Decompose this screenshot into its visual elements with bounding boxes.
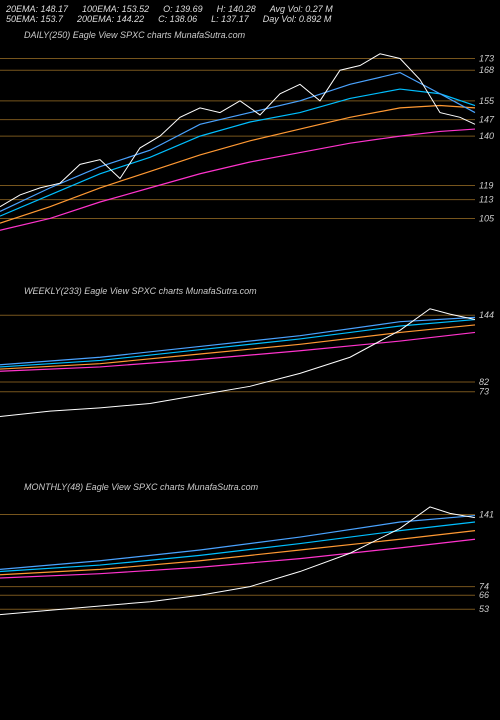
stat-value: 139.69	[175, 4, 203, 14]
y-axis-label: 141	[479, 509, 494, 519]
y-axis-label: 53	[479, 604, 489, 614]
header-stats: 20EMA: 148.17 100EMA: 153.52 O: 139.69 H: 1…	[0, 0, 500, 26]
series-ema20	[0, 73, 475, 212]
stat-item: O: 139.69	[163, 4, 203, 14]
series-price	[0, 507, 475, 615]
y-axis-label: 113	[479, 195, 493, 205]
stat-item: 20EMA: 148.17	[6, 4, 68, 14]
stat-item: 200EMA: 144.22	[77, 14, 144, 24]
stat-item: Day Vol: 0.892 M	[263, 14, 332, 24]
y-axis-label: 73	[479, 387, 489, 397]
stat-label: 50EMA:	[6, 14, 41, 24]
y-axis-label: 147	[479, 115, 495, 125]
stat-label: 100EMA:	[82, 4, 122, 14]
weekly-panel-title: WEEKLY(233) Eagle View SPXC charts Munaf…	[0, 282, 500, 298]
stat-label: 200EMA:	[77, 14, 117, 24]
stat-value: 137.17	[221, 14, 249, 24]
stat-label: O:	[163, 4, 175, 14]
y-axis-label: 140	[479, 131, 494, 141]
stat-label: Day Vol:	[263, 14, 299, 24]
series-ema20	[0, 516, 475, 570]
y-axis-label: 173	[479, 53, 494, 63]
stat-item: 50EMA: 153.7	[6, 14, 63, 24]
y-axis-label: 105	[479, 213, 495, 223]
y-axis-label: 168	[479, 65, 494, 75]
daily-chart: 173 168 155 147 140 119 113 105	[0, 42, 500, 242]
stat-label: L:	[211, 14, 221, 24]
monthly-panel-title: MONTHLY(48) Eagle View SPXC charts Munaf…	[0, 478, 500, 494]
monthly-chart: 141746653	[0, 494, 500, 634]
daily-panel-title: DAILY(250) Eagle View SPXC charts Munafa…	[0, 26, 500, 42]
stat-value: 148.17	[41, 4, 69, 14]
spacer	[0, 438, 500, 478]
stat-value: 138.06	[170, 14, 198, 24]
stat-label: C:	[158, 14, 170, 24]
stat-value: 0.892 M	[299, 14, 332, 24]
spacer	[0, 242, 500, 282]
y-axis-label: 66	[479, 590, 489, 600]
stat-value: 153.7	[41, 14, 64, 24]
series-price	[0, 54, 475, 207]
stat-value: 140.28	[228, 4, 256, 14]
header-row-2: 50EMA: 153.7 200EMA: 144.22 C: 138.06 L: 13…	[6, 14, 494, 24]
y-axis-label: 144	[479, 310, 494, 320]
header-row-1: 20EMA: 148.17 100EMA: 153.52 O: 139.69 H: 1…	[6, 4, 494, 14]
series-ema100	[0, 531, 475, 575]
stat-label: 20EMA:	[6, 4, 41, 14]
stat-item: L: 137.17	[211, 14, 249, 24]
y-axis-label: 119	[479, 181, 493, 191]
stat-label: H:	[217, 4, 229, 14]
stat-item: H: 140.28	[217, 4, 256, 14]
stat-item: Avg Vol: 0.27 M	[270, 4, 333, 14]
weekly-chart: 144 8273	[0, 298, 500, 438]
y-axis-label: 82	[479, 377, 489, 387]
stat-item: 100EMA: 153.52	[82, 4, 149, 14]
stat-label: Avg Vol:	[270, 4, 306, 14]
stat-value: 153.52	[122, 4, 150, 14]
stat-item: C: 138.06	[158, 14, 197, 24]
y-axis-label: 155	[479, 96, 495, 106]
stat-value: 144.22	[117, 14, 145, 24]
stat-value: 0.27 M	[305, 4, 333, 14]
